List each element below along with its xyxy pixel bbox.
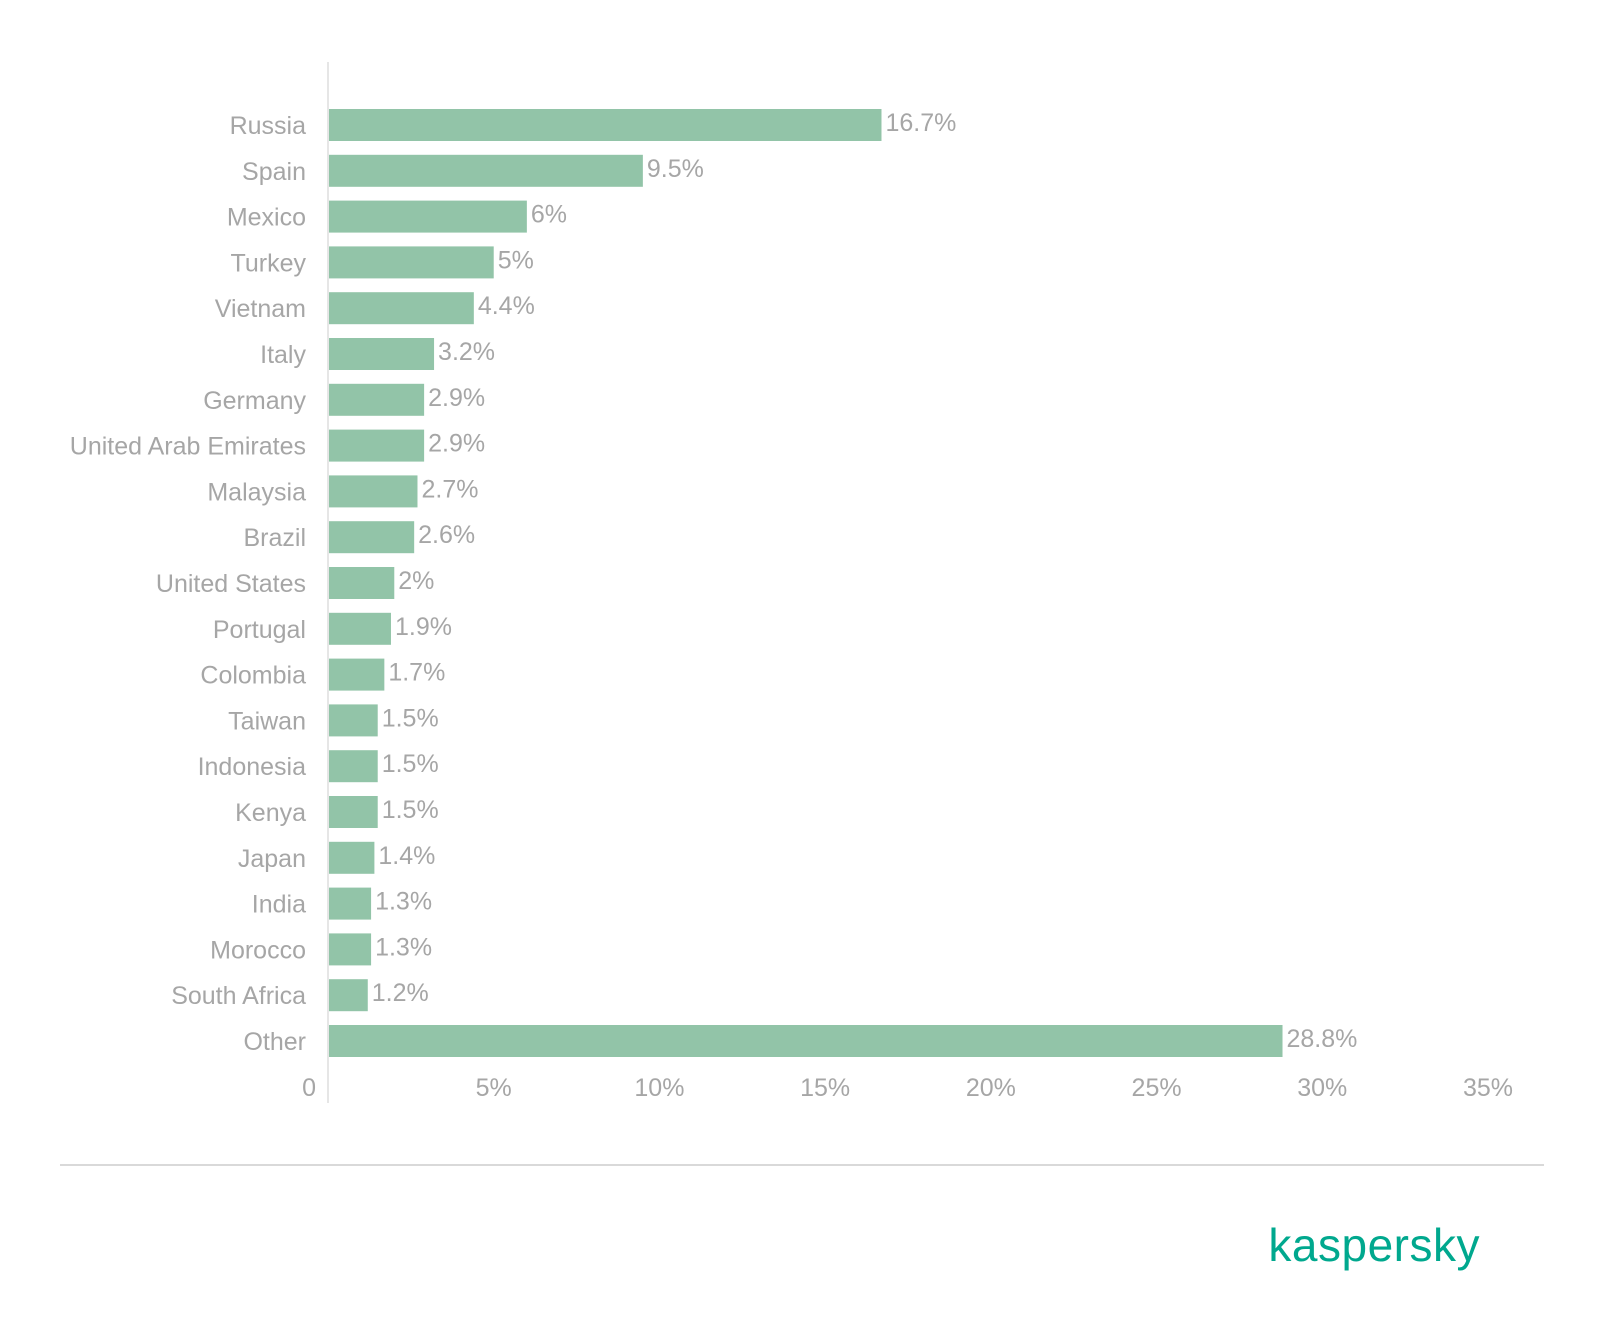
bar-colombia: [328, 658, 385, 691]
data-label: 6%: [531, 201, 567, 229]
x-tick-label: 0: [302, 1074, 316, 1102]
bar-spain: [328, 154, 643, 187]
bar-other: [328, 1025, 1283, 1057]
bar-morocco: [328, 933, 372, 966]
bar-united-states: [328, 567, 395, 599]
category-label: Colombia: [200, 662, 306, 690]
data-label: 1.7%: [388, 659, 445, 687]
category-label: Italy: [260, 341, 306, 369]
data-label: 5%: [498, 246, 534, 274]
x-tick-label: 15%: [800, 1074, 850, 1102]
data-label: 16.7%: [885, 109, 956, 137]
category-label: Vietnam: [215, 295, 306, 323]
data-label: 1.3%: [375, 933, 432, 961]
bar-indonesia: [328, 750, 378, 783]
data-label: 1.5%: [382, 750, 439, 778]
x-tick-label: 35%: [1463, 1074, 1513, 1102]
bar-brazil: [328, 521, 415, 554]
category-label: Morocco: [210, 936, 306, 964]
bar-kenya: [328, 796, 378, 828]
bar-germany: [328, 383, 425, 416]
bar-south-africa: [328, 979, 368, 1012]
category-label: Germany: [203, 387, 306, 415]
bar-taiwan: [328, 704, 378, 737]
data-label: 2.9%: [428, 384, 485, 412]
bar-turkey: [328, 246, 494, 279]
data-label: 2.9%: [428, 430, 485, 458]
data-label: 28.8%: [1287, 1025, 1358, 1053]
category-label: Turkey: [231, 249, 307, 277]
data-label: 1.9%: [395, 613, 452, 641]
x-tick-label: 20%: [966, 1074, 1016, 1102]
data-label: 3.2%: [438, 338, 495, 366]
data-label: 9.5%: [647, 155, 704, 183]
data-label: 1.3%: [375, 888, 432, 916]
x-tick-label: 25%: [1132, 1074, 1182, 1102]
category-label: Mexico: [227, 204, 306, 232]
category-label: United Arab Emirates: [70, 433, 306, 461]
bars-layer: Russia 16.7% Spain 9.5% Mexico 6% Turkey 5% Viet…: [70, 109, 1358, 1057]
category-label: Japan: [238, 845, 306, 873]
bar-vietnam: [328, 292, 474, 325]
data-label: 2.6%: [418, 521, 475, 549]
category-label: Brazil: [243, 524, 306, 552]
bar-italy: [328, 338, 435, 370]
bar-malaysia: [328, 475, 418, 508]
category-label: Indonesia: [198, 753, 307, 781]
data-label: 1.4%: [378, 842, 435, 870]
data-label: 4.4%: [478, 292, 535, 320]
data-label: 2.7%: [421, 475, 478, 503]
category-label: United States: [156, 570, 306, 598]
bar-russia: [328, 109, 882, 141]
data-label: 1.5%: [382, 704, 439, 732]
category-label: Malaysia: [207, 478, 306, 506]
bar-japan: [328, 841, 375, 874]
data-label: 1.2%: [372, 979, 429, 1007]
category-label: Other: [243, 1028, 306, 1056]
bar-mexico: [328, 200, 527, 233]
bar-portugal: [328, 612, 391, 645]
data-label: 2%: [398, 567, 434, 595]
bar-india: [328, 887, 372, 920]
category-label: Kenya: [235, 799, 306, 827]
category-label: South Africa: [171, 982, 306, 1010]
category-label: Spain: [242, 158, 306, 186]
category-label: Portugal: [213, 616, 306, 644]
x-tick-label: 30%: [1297, 1074, 1347, 1102]
category-label: Russia: [230, 112, 307, 140]
x-tick-label: 5%: [476, 1074, 512, 1102]
category-label: India: [252, 891, 306, 919]
x-tick-label: 10%: [634, 1074, 684, 1102]
category-label: Taiwan: [228, 707, 306, 735]
kaspersky-logo: kaspersky: [1268, 1219, 1480, 1271]
ticks-layer: 0 5% 10% 15% 20% 25% 30% 35%: [302, 1074, 1513, 1102]
data-label: 1.5%: [382, 796, 439, 824]
bar-united-arab-emirates: [328, 429, 425, 462]
